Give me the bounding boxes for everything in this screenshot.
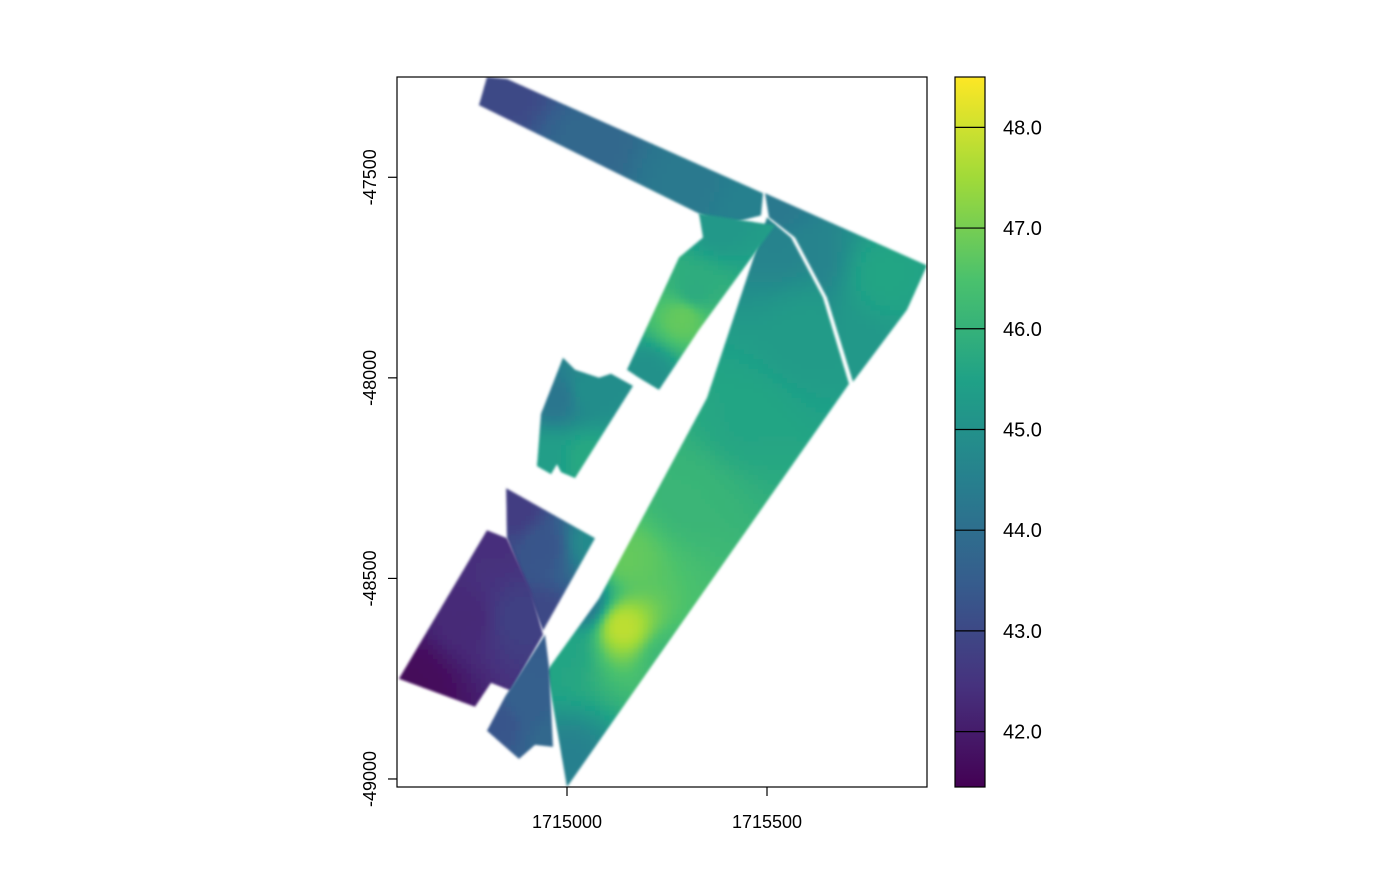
x-axis: 1715000 1715500 (532, 787, 802, 832)
colorbar-tick-label: 46.0 (1003, 319, 1042, 341)
y-tick-label: -48000 (360, 350, 380, 406)
x-tick-label: 1715000 (532, 812, 602, 832)
colorbar-gradient (955, 77, 985, 787)
y-tick-label: -48500 (360, 550, 380, 606)
colorbar: 42.0 43.0 44.0 45.0 46.0 47.0 48.0 (955, 77, 1042, 787)
colorbar-tick-label: 47.0 (1003, 218, 1042, 240)
y-tick-label: -49000 (360, 751, 380, 807)
plot-area (394, 71, 933, 792)
field-north-strip (474, 71, 772, 230)
colorbar-tick-label: 45.0 (1003, 419, 1042, 441)
colorbar-tick-label: 44.0 (1003, 520, 1042, 542)
y-axis: -47500 -48000 -48500 -49000 (360, 149, 397, 807)
field-middle-fields (532, 353, 638, 484)
colorbar-tick-label: 43.0 (1003, 621, 1042, 643)
colorbar-tick-label: 48.0 (1003, 117, 1042, 139)
y-tick-label: -47500 (360, 149, 380, 205)
colorbar-tick-label: 42.0 (1003, 722, 1042, 744)
x-tick-label: 1715500 (732, 812, 802, 832)
